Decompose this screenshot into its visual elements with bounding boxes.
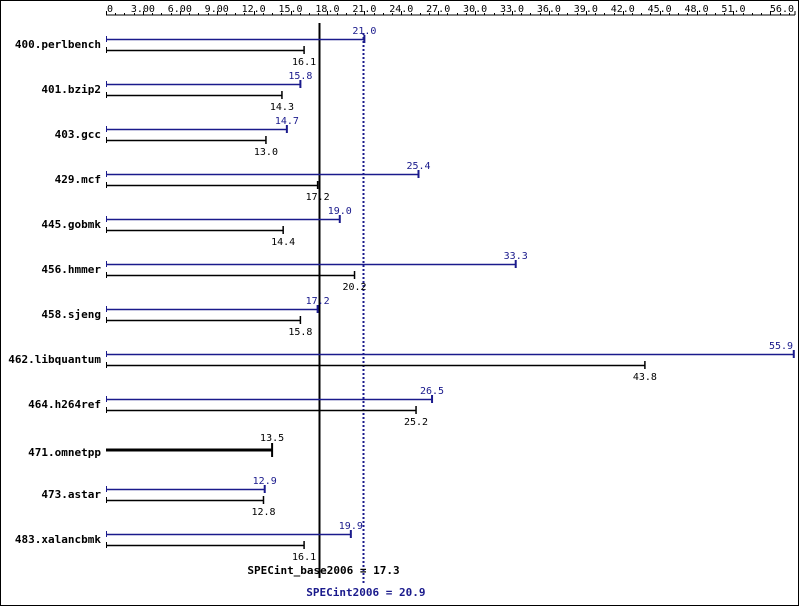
bar-base-value-label: 17.2: [306, 192, 330, 203]
x-tick-label: 30.0: [463, 4, 487, 15]
category-label: 429.mcf: [55, 173, 101, 186]
bar-base-value-label: 43.8: [633, 372, 657, 383]
bar-base-value-label: 14.3: [270, 102, 294, 113]
bar-base-value-label: 12.8: [251, 507, 275, 518]
bar-peak-value-label: 17.2: [306, 296, 330, 307]
x-tick-label: 36.0: [537, 4, 561, 15]
bar-base-value-label: 13.0: [254, 147, 278, 158]
x-tick-label: 27.0: [426, 4, 450, 15]
category-label: 483.xalancbmk: [15, 533, 101, 546]
category-label: 471.omnetpp: [28, 446, 101, 459]
bar-base-value-label: 14.4: [271, 237, 295, 248]
x-tick-label: 21.0: [352, 4, 376, 15]
x-tick-label: 9.00: [205, 4, 229, 15]
bar-peak-value-label: 12.9: [253, 476, 277, 487]
x-tick-label: 45.0: [648, 4, 672, 15]
category-label: 401.bzip2: [41, 83, 101, 96]
category-label: 400.perlbench: [15, 38, 101, 51]
bar-base-value-label: 25.2: [404, 417, 428, 428]
bar-peak-value-label: 19.0: [328, 206, 352, 217]
bar-peak-value-label: 33.3: [504, 251, 528, 262]
x-tick-label: 18.0: [315, 4, 339, 15]
bar-peak-value-label: 14.7: [275, 116, 299, 127]
x-tick-label: 51.0: [721, 4, 745, 15]
x-tick-label: 42.0: [611, 4, 635, 15]
bar-peak-value-label: 19.9: [339, 521, 363, 532]
bar-base-value-label: 15.8: [288, 327, 312, 338]
peak-reference-label: SPECint2006 = 20.9: [306, 586, 425, 599]
x-tick-label: 0: [107, 4, 113, 15]
x-tick-label: 6.00: [168, 4, 192, 15]
category-label: 473.astar: [41, 488, 101, 501]
category-label: 462.libquantum: [8, 353, 101, 366]
bar-peak-value-label: 21.0: [352, 26, 376, 37]
category-label: 464.h264ref: [28, 398, 101, 411]
category-label: 456.hmmer: [41, 263, 101, 276]
bar-base-value-label: 20.2: [342, 282, 366, 293]
x-tick-label: 56.0: [770, 4, 794, 15]
base-reference-label: SPECint_base2006 = 17.3: [247, 564, 399, 577]
x-tick-label: 24.0: [389, 4, 413, 15]
bar-peak-value-label: 15.8: [288, 71, 312, 82]
x-tick-label: 15.0: [279, 4, 303, 15]
bar-base-value-label: 16.1: [292, 552, 316, 563]
bar-base-value-label: 16.1: [292, 57, 316, 68]
x-tick-label: 3.00: [131, 4, 155, 15]
category-label: 403.gcc: [55, 128, 101, 141]
category-label: 445.gobmk: [41, 218, 101, 231]
x-tick-label: 48.0: [685, 4, 709, 15]
x-tick-label: 12.0: [242, 4, 266, 15]
x-tick-label: 39.0: [574, 4, 598, 15]
bar-peak-value-label: 26.5: [420, 386, 444, 397]
bar-peak-value-label: 55.9: [769, 341, 793, 352]
bar-base-value-label: 13.5: [260, 433, 284, 444]
x-tick-label: 33.0: [500, 4, 524, 15]
category-label: 458.sjeng: [41, 308, 101, 321]
bar-peak-value-label: 25.4: [406, 161, 430, 172]
